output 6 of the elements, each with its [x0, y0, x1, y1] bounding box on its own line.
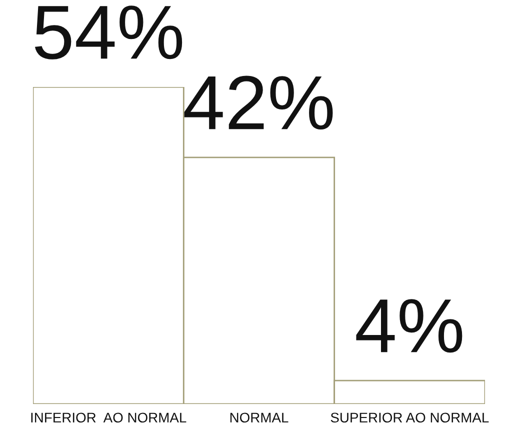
x-tick-label: NORMAL [230, 412, 288, 423]
x-tick-label: SUPERIOR AO NORMAL [330, 412, 489, 423]
x-tick-label: INFERIOR AO NORMAL [31, 412, 186, 423]
data-label: 54% [34, 6, 182, 60]
data-label: 42% [184, 76, 333, 130]
data-label: 4% [356, 299, 462, 353]
